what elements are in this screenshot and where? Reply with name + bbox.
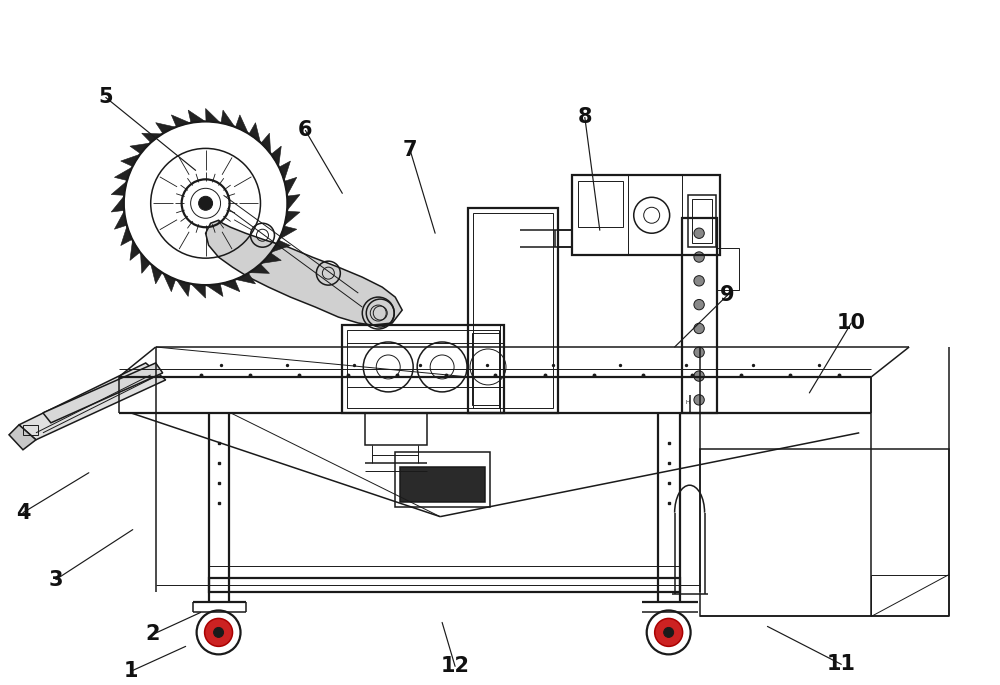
Polygon shape	[206, 284, 223, 297]
Circle shape	[694, 299, 704, 310]
Polygon shape	[19, 363, 166, 440]
Bar	[395, 452, 490, 507]
Polygon shape	[121, 154, 140, 166]
Circle shape	[694, 323, 704, 334]
Bar	[572, 175, 720, 256]
Polygon shape	[142, 133, 162, 142]
Text: 4: 4	[16, 503, 30, 523]
Polygon shape	[121, 226, 132, 245]
Polygon shape	[279, 161, 290, 180]
Bar	[682, 219, 717, 413]
Bar	[468, 208, 558, 413]
Bar	[472, 333, 500, 405]
Polygon shape	[114, 211, 127, 229]
Polygon shape	[130, 143, 150, 153]
Bar	[692, 199, 712, 243]
Polygon shape	[249, 264, 269, 273]
Text: 10: 10	[837, 313, 866, 333]
Polygon shape	[261, 253, 281, 264]
Polygon shape	[9, 425, 36, 450]
Circle shape	[199, 197, 213, 210]
Bar	[365, 413, 427, 445]
Text: 6: 6	[298, 121, 313, 140]
Circle shape	[664, 627, 674, 638]
Polygon shape	[221, 279, 240, 292]
Polygon shape	[114, 167, 132, 180]
Polygon shape	[279, 226, 297, 239]
Polygon shape	[271, 240, 290, 252]
Polygon shape	[176, 279, 190, 297]
Polygon shape	[188, 110, 205, 123]
Text: 8: 8	[578, 108, 592, 127]
Polygon shape	[206, 221, 402, 325]
Text: H: H	[686, 400, 690, 406]
Polygon shape	[206, 108, 220, 123]
Polygon shape	[221, 110, 235, 127]
Circle shape	[655, 619, 683, 647]
Text: 1: 1	[124, 661, 138, 682]
Text: 3: 3	[49, 569, 63, 590]
Circle shape	[694, 371, 704, 382]
Circle shape	[205, 619, 233, 647]
Bar	[209, 566, 680, 577]
Circle shape	[214, 627, 224, 638]
Polygon shape	[236, 115, 248, 134]
Polygon shape	[261, 133, 271, 153]
Polygon shape	[271, 146, 281, 166]
Bar	[468, 325, 500, 413]
Polygon shape	[191, 284, 206, 298]
Bar	[209, 577, 680, 593]
Circle shape	[694, 228, 704, 238]
Text: 5: 5	[98, 88, 113, 108]
Polygon shape	[156, 123, 176, 134]
Circle shape	[694, 275, 704, 286]
Text: 2: 2	[145, 625, 160, 645]
Bar	[473, 213, 553, 408]
Bar	[23, 425, 38, 435]
Text: 7: 7	[403, 140, 417, 160]
Bar	[688, 195, 716, 247]
Polygon shape	[249, 123, 260, 142]
Polygon shape	[111, 182, 127, 195]
Circle shape	[694, 347, 704, 358]
Bar	[717, 248, 739, 290]
Text: 12: 12	[441, 656, 470, 676]
Text: 11: 11	[827, 654, 856, 674]
Polygon shape	[141, 253, 150, 273]
Polygon shape	[111, 196, 124, 212]
Bar	[700, 449, 949, 616]
Polygon shape	[163, 273, 176, 292]
Polygon shape	[43, 363, 163, 423]
Bar	[342, 325, 504, 413]
Polygon shape	[284, 211, 300, 225]
Polygon shape	[171, 115, 190, 127]
Circle shape	[694, 395, 704, 405]
Bar	[400, 466, 485, 501]
Polygon shape	[236, 273, 256, 284]
Polygon shape	[287, 195, 300, 210]
Bar	[347, 330, 499, 408]
Polygon shape	[151, 264, 162, 284]
Circle shape	[694, 252, 704, 262]
Bar	[578, 182, 623, 227]
Text: 9: 9	[720, 285, 735, 305]
Polygon shape	[284, 177, 297, 195]
Polygon shape	[130, 240, 140, 260]
